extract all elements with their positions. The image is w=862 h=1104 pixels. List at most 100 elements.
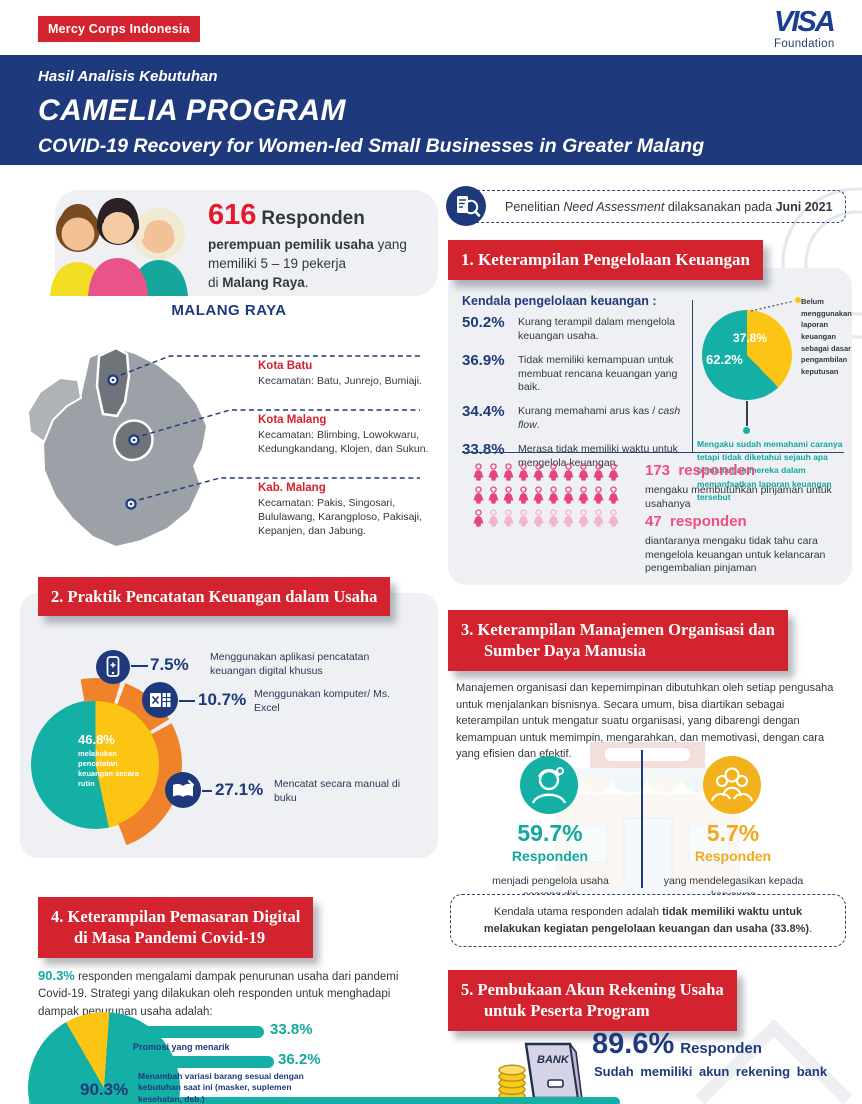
- loan-count: 47: [645, 513, 662, 530]
- respondents-description: perempuan pemilik usaha yang memiliki 5 …: [208, 235, 433, 292]
- pie-label-small: 37.8%: [733, 331, 768, 345]
- section4-intro: 90.3% responden mengalami dampak penurun…: [38, 966, 420, 1021]
- respondents-rest1: yang: [373, 237, 407, 252]
- section4-banner: 4. Keterampilan Pemasaran Digital di Mas…: [38, 897, 314, 958]
- connector-line: [202, 790, 212, 792]
- financial-report-pie-chart: [702, 310, 792, 400]
- stat-right: 5.7% Responden: [678, 820, 788, 864]
- bar-variasi-label: Menambah variasi barang sesuai dengan ke…: [138, 1071, 304, 1104]
- map-markers: [107, 374, 140, 510]
- respondents-number: 616: [208, 199, 257, 231]
- pictogram-row: [472, 463, 620, 481]
- pie-center-text: melakukan pencatatan keuangan secara rut…: [78, 749, 139, 789]
- bank-icon: BANK: [498, 1042, 583, 1102]
- person-icon: [532, 486, 545, 504]
- pie-dotted-leader: [750, 297, 801, 312]
- map-title: MALANG RAYA: [171, 302, 287, 319]
- pictogram-row: [472, 509, 620, 527]
- research-magnifier-document-icon: [446, 186, 486, 226]
- research-bold: Juni 2021: [775, 199, 833, 214]
- respondents-post3: .: [304, 275, 309, 291]
- person-icon: [502, 509, 515, 527]
- person-icon: [607, 486, 620, 504]
- person-icon: [577, 463, 590, 481]
- person-icon: [577, 486, 590, 504]
- loan-stat-173: 173 responden mengaku membutuhkan pinjam…: [645, 462, 853, 511]
- person-icon: [547, 486, 560, 504]
- region-detail: Kecamatan: Pakis, Singosari, Bululawang,…: [258, 497, 423, 538]
- excel-icon: [142, 682, 178, 718]
- person-icon: [487, 463, 500, 481]
- pictogram-row: [472, 486, 620, 504]
- person-icon: [517, 509, 530, 527]
- note-bold: tidak memiliki waktu untuk melakukan keg…: [483, 906, 810, 935]
- pie-drop-dot: [743, 427, 750, 434]
- bank-stat: 89.6% Responden: [592, 1028, 762, 1061]
- person-icon: [607, 463, 620, 481]
- s2-pct-manual: 27.1%: [215, 780, 264, 799]
- pie-drop-line: [746, 401, 748, 426]
- map-nw-shape: [26, 376, 83, 444]
- loan-unit: responden: [678, 462, 756, 479]
- respondents-line2: memiliki 5 – 19 pekerja: [208, 256, 347, 272]
- respondents-unit: Responden: [261, 208, 365, 229]
- person-icon: [472, 463, 485, 481]
- person-icon: [517, 463, 530, 481]
- bar-promosi-pct: 33.8%: [270, 1021, 313, 1038]
- section1-banner: 1. Keterampilan Pengelolaan Keuangan: [448, 240, 763, 281]
- header-band: Hasil Analisis Kebutuhan CAMELIA PROGRAM…: [0, 55, 862, 165]
- map-label-kota-batu: Kota Batu Kecamatan: Batu, Junrejo, Bumi…: [258, 360, 443, 388]
- respondents-text: 616 Responden perempuan pemilik usaha yan…: [208, 199, 433, 292]
- person-icon: [547, 509, 560, 527]
- kendala-list: 50.2% Kurang terampil dalam mengelola ke…: [462, 314, 690, 479]
- section5-title-line2: untuk Peserta Program: [484, 1001, 650, 1021]
- delegation-team-icon: [703, 756, 761, 814]
- research-mid: dilaksanakan pada: [664, 199, 776, 214]
- map-label-kab-malang: Kab. Malang Kecamatan: Pakis, Singosari,…: [258, 482, 443, 539]
- section4-title-line2: di Masa Pandemi Covid-19: [74, 928, 266, 948]
- section2-title: 2. Praktik Pencatatan Keuangan dalam Usa…: [51, 587, 378, 606]
- section1-panel: [448, 268, 852, 585]
- person-icon: [532, 463, 545, 481]
- person-icon: [577, 509, 590, 527]
- note-pre: Kendala utama responden adalah: [493, 906, 663, 918]
- s2-pct-excel: 10.7%: [198, 690, 247, 709]
- s2-desc-manual: Mencatat secara manual di buku: [274, 778, 401, 804]
- section1-horizontal-divider: [462, 452, 844, 453]
- recording-practice-pie-chart: [31, 700, 160, 829]
- women-illustration: [50, 198, 188, 296]
- person-icon: [562, 463, 575, 481]
- visa-foundation-logo: VISA Foundation: [774, 8, 836, 51]
- research-pre: Penelitian: [505, 199, 564, 214]
- region-detail: Kecamatan: Blimbing, Lowokwaru, Kedungka…: [258, 429, 429, 456]
- s2-desc-app: Menggunakan aplikasi pencatatan keuangan…: [210, 651, 370, 677]
- section3-paragraph: Manajemen organisasi dan kepemimpinan di…: [456, 682, 834, 760]
- section5-banner: 5. Pembukaan Akun Rekening Usaha untuk P…: [448, 970, 737, 1031]
- person-icon: [592, 463, 605, 481]
- region-name: Kab. Malang: [258, 482, 326, 494]
- bank-stat-pct: 89.6%: [592, 1028, 675, 1060]
- person-icon: [472, 509, 485, 527]
- bank-stat-unit: Responden: [680, 1040, 762, 1057]
- person-icon: [502, 486, 515, 504]
- region-detail: Kecamatan: Batu, Junrejo, Bumiaji.: [258, 375, 423, 387]
- person-icon: [562, 509, 575, 527]
- page-subtitle: COVID-19 Recovery for Women-led Small Bu…: [38, 135, 705, 157]
- smartphone-icon: [96, 650, 130, 684]
- map-label-kota-malang: Kota Malang Kecamatan: Blimbing, Lowokwa…: [258, 414, 443, 456]
- bar-promosi-label: Promosi yang menarik: [133, 1042, 230, 1052]
- person-icon: [592, 509, 605, 527]
- intro-text: responden mengalami dampak penurunan usa…: [38, 971, 399, 1018]
- research-italic: Need Assessment: [563, 199, 665, 214]
- person-icon: [502, 463, 515, 481]
- main-constraint-note: Kendala utama responden adalah tidak mem…: [450, 894, 846, 947]
- region-name: Kota Malang: [258, 414, 327, 426]
- stat-right-unit: Responden: [694, 848, 772, 864]
- respondents-bold3: Malang Raya: [222, 275, 305, 291]
- kendala-pct: 50.2%: [462, 314, 505, 331]
- section4-title-line1: 4. Keterampilan Pemasaran Digital: [51, 907, 301, 926]
- section3-banner: 3. Keterampilan Manajemen Organisasi dan…: [448, 610, 788, 671]
- connector-line: [179, 700, 195, 702]
- person-icon: [472, 486, 485, 504]
